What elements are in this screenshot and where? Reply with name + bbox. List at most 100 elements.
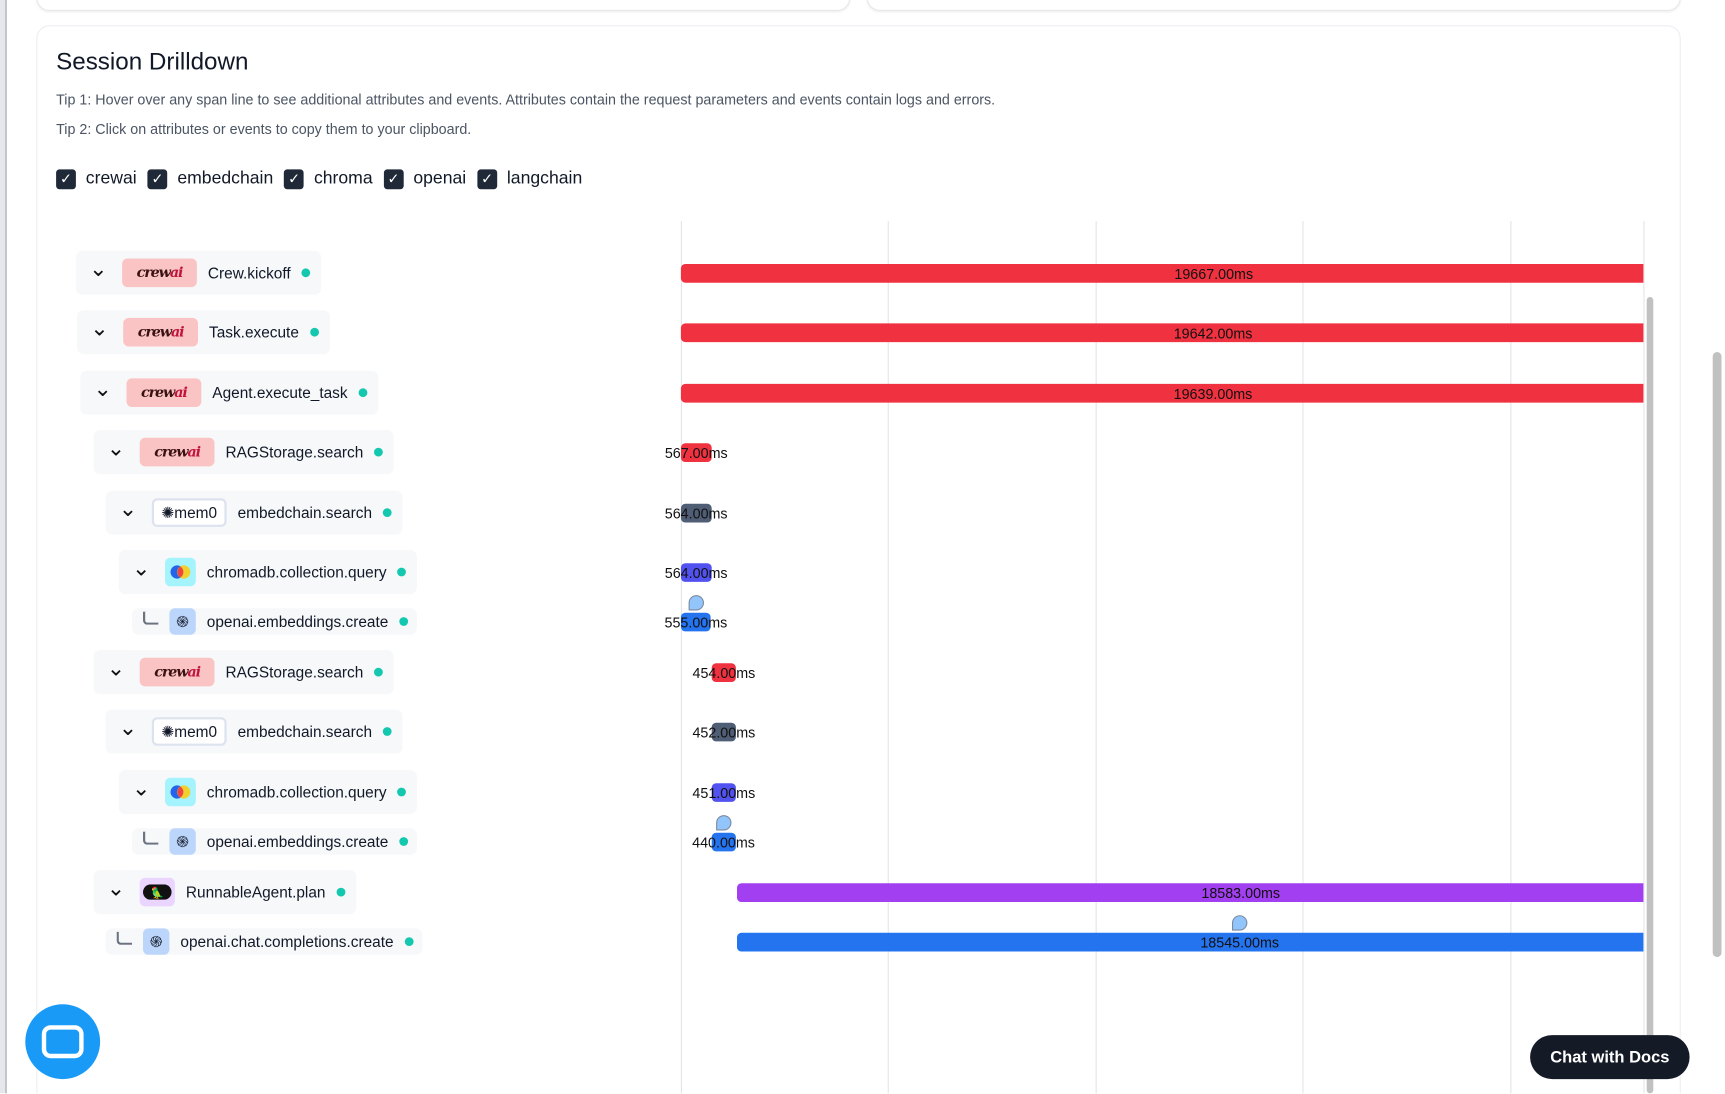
filter-embedchain[interactable]: ✓ embedchain (147, 169, 273, 190)
timeline-scrollbar[interactable] (1646, 297, 1654, 1094)
filter-langchain[interactable]: ✓ langchain (477, 169, 583, 190)
chat-with-docs-button[interactable]: Chat with Docs (1530, 1035, 1690, 1080)
span-bar[interactable] (680, 383, 1644, 403)
status-dot (336, 887, 346, 897)
provider-filters: ✓ crewai ✓ embedchain ✓ chroma ✓ openai ✓ langcha… (56, 169, 593, 190)
filter-crewai[interactable]: ✓ crewai (56, 169, 137, 190)
logo-text: mem0 (174, 503, 218, 522)
timeline: 19667.00ms 19642.00ms 19639.00ms 567.00ms 56… (664, 264, 1644, 952)
span-bar[interactable] (680, 323, 1644, 343)
chevron-down-icon[interactable]: ⌄ (132, 556, 151, 581)
chat-icon (41, 1025, 84, 1059)
span-duration-label: 555.00ms (664, 614, 728, 631)
mem0-logo-icon: ✺ mem0 (151, 498, 227, 527)
chevron-down-icon[interactable]: ⌄ (132, 776, 151, 801)
chevron-down-icon[interactable]: ⌄ (90, 316, 109, 341)
span-name: openai.chat.completions.create (180, 932, 394, 951)
checkbox[interactable]: ✓ (477, 169, 497, 190)
status-dot (404, 937, 414, 946)
span-bar[interactable] (680, 563, 712, 582)
span-row[interactable]: ⌄ crew ai Agent.execute_task (80, 370, 379, 415)
svg-text:🦜: 🦜 (150, 886, 164, 900)
span-duration-label: 440.00ms (692, 834, 755, 851)
span-row[interactable]: ⌄ crew ai RAGStorage.search (93, 650, 395, 695)
checkbox[interactable]: ✓ (56, 169, 76, 190)
span-name: chromadb.collection.query (206, 563, 387, 581)
chevron-down-icon[interactable]: ⌄ (89, 256, 108, 282)
chevron-down-icon[interactable]: ⌄ (118, 496, 138, 521)
span-name: RAGStorage.search (225, 663, 364, 681)
span-duration-label: 564.00ms (664, 505, 728, 522)
event-marker-icon[interactable] (1232, 915, 1248, 931)
status-dot (399, 617, 409, 626)
chat-support-button[interactable] (25, 1004, 101, 1080)
chevron-down-icon[interactable]: ⌄ (106, 656, 126, 681)
mem0-logo-icon: ✺ mem0 (151, 717, 227, 746)
span-name: openai.embeddings.create (206, 612, 389, 631)
status-dot (358, 388, 368, 398)
span-row[interactable]: ⌄ ✺ mem0 embedchain.search (105, 709, 403, 754)
span-row[interactable]: ֍ openai.embeddings.create (132, 608, 417, 635)
span-bar[interactable] (737, 883, 1644, 902)
filter-label: langchain (506, 169, 583, 189)
span-row[interactable]: ⌄ 🦜 RunnableAgent.plan (93, 870, 357, 915)
event-marker-icon[interactable] (688, 595, 704, 611)
gridline (1643, 221, 1645, 1094)
span-bar[interactable] (680, 264, 1644, 283)
tree-connector-icon (143, 831, 159, 845)
chevron-down-icon[interactable]: ⌄ (93, 376, 112, 401)
status-dot (374, 447, 384, 457)
span-bar[interactable] (711, 783, 737, 802)
span-name: Agent.execute_task (212, 383, 348, 402)
section-title: Session Drilldown (56, 47, 249, 75)
span-duration-label: 18545.00ms (1200, 934, 1280, 951)
chroma-logo-icon (165, 557, 196, 587)
status-dot (399, 837, 409, 846)
filter-label: crewai (85, 169, 137, 189)
span-name: RunnableAgent.plan (185, 883, 326, 901)
crewai-logo-icon: crew ai (139, 437, 215, 467)
span-row[interactable]: ֍ openai.embeddings.create (132, 828, 417, 855)
event-marker-icon[interactable] (715, 815, 732, 831)
span-name: RAGStorage.search (225, 443, 364, 461)
filter-openai[interactable]: ✓ openai (383, 169, 466, 190)
openai-logo-icon: ֍ (143, 928, 170, 955)
chevron-down-icon[interactable]: ⌄ (118, 715, 138, 740)
filter-label: chroma (313, 169, 373, 189)
span-duration-label: 567.00ms (664, 444, 728, 462)
gridline (1510, 221, 1512, 1094)
status-dot (397, 787, 407, 797)
span-row[interactable]: ֍ openai.chat.completions.create (105, 928, 423, 955)
checkbox[interactable]: ✓ (383, 169, 404, 190)
checkbox[interactable]: ✓ (284, 169, 305, 190)
page-scrollbar[interactable] (1712, 352, 1722, 957)
chevron-down-icon[interactable]: ⌄ (106, 876, 126, 901)
span-row[interactable]: ⌄ crew ai RAGStorage.search (93, 430, 395, 475)
span-duration-label: 19639.00ms (1173, 385, 1253, 403)
status-dot (383, 508, 392, 517)
span-bar[interactable] (680, 503, 712, 523)
span-row[interactable]: ⌄ ✺ mem0 embedchain.search (105, 490, 403, 535)
span-bar[interactable] (711, 722, 737, 742)
crewai-logo-icon: crew ai (139, 657, 215, 687)
span-duration-label: 19642.00ms (1173, 325, 1253, 342)
span-bar[interactable] (680, 443, 712, 462)
status-dot (301, 268, 311, 278)
span-row[interactable]: ⌄ chromadb.collection.query (118, 550, 418, 594)
tree-connector-icon (116, 931, 132, 945)
filter-chroma[interactable]: ✓ chroma (284, 169, 373, 190)
span-row[interactable]: ⌄ crew ai Crew.kickoff (75, 250, 322, 295)
checkbox[interactable]: ✓ (147, 169, 168, 190)
span-row[interactable]: ⌄ chromadb.collection.query (118, 770, 418, 814)
span-bar[interactable] (711, 663, 737, 682)
span-bar[interactable] (711, 832, 736, 852)
span-name: embedchain.search (237, 503, 373, 522)
span-bar[interactable] (680, 612, 711, 632)
span-bar[interactable] (737, 932, 1644, 952)
logo-text: mem0 (174, 722, 218, 741)
span-row[interactable]: ⌄ crew ai Task.execute (77, 310, 330, 355)
openai-logo-icon: ֍ (169, 828, 196, 855)
chevron-down-icon[interactable]: ⌄ (106, 436, 126, 461)
status-dot (309, 327, 319, 337)
